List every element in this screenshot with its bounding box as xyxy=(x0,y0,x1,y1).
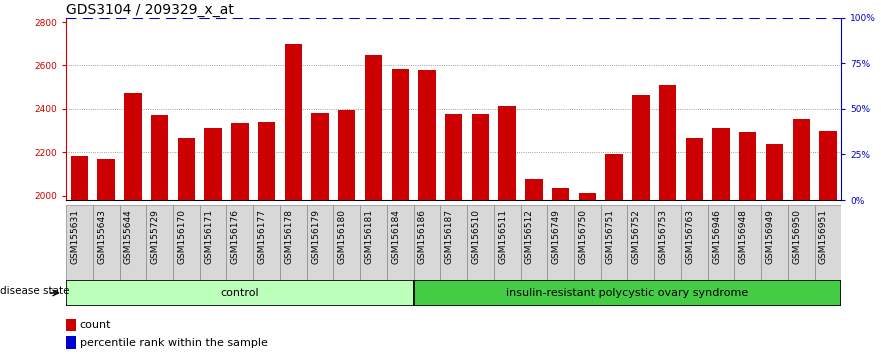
Bar xyxy=(445,114,463,354)
Text: GSM156750: GSM156750 xyxy=(579,209,588,264)
Bar xyxy=(253,205,280,280)
Bar xyxy=(66,205,93,280)
Bar xyxy=(285,44,302,354)
Bar xyxy=(574,205,601,280)
Bar xyxy=(601,205,627,280)
Bar xyxy=(440,205,467,280)
Text: GSM156181: GSM156181 xyxy=(365,209,374,264)
Bar xyxy=(418,70,436,354)
Text: GDS3104 / 209329_x_at: GDS3104 / 209329_x_at xyxy=(66,3,234,17)
Text: GSM155631: GSM155631 xyxy=(70,209,79,264)
Bar xyxy=(633,95,649,354)
Bar xyxy=(66,336,76,349)
Bar xyxy=(681,205,707,280)
Text: GSM156763: GSM156763 xyxy=(685,209,694,264)
Bar xyxy=(761,205,788,280)
Bar xyxy=(788,205,815,280)
Text: GSM156949: GSM156949 xyxy=(766,209,774,264)
Text: GSM156171: GSM156171 xyxy=(204,209,213,264)
Bar xyxy=(204,129,222,354)
Text: GSM155729: GSM155729 xyxy=(151,209,159,264)
Bar xyxy=(307,205,333,280)
Bar xyxy=(655,205,681,280)
Bar xyxy=(819,131,837,354)
Bar xyxy=(521,205,547,280)
Bar xyxy=(766,144,783,354)
Text: GSM156187: GSM156187 xyxy=(445,209,454,264)
Bar xyxy=(231,123,248,354)
Bar xyxy=(739,132,757,354)
Bar xyxy=(413,280,841,306)
Text: GSM155643: GSM155643 xyxy=(97,209,107,264)
Bar xyxy=(659,85,677,354)
Text: GSM156510: GSM156510 xyxy=(471,209,480,264)
Bar xyxy=(178,138,195,354)
Text: GSM156512: GSM156512 xyxy=(525,209,534,264)
Bar xyxy=(173,205,200,280)
Bar xyxy=(151,115,168,354)
Bar xyxy=(579,194,596,354)
Bar xyxy=(525,179,543,354)
Bar xyxy=(605,154,623,354)
Text: GSM156951: GSM156951 xyxy=(819,209,828,264)
Bar xyxy=(815,205,841,280)
Bar xyxy=(685,138,703,354)
Bar xyxy=(494,205,521,280)
Bar xyxy=(413,205,440,280)
Bar xyxy=(146,205,173,280)
Text: GSM156179: GSM156179 xyxy=(311,209,320,264)
Bar xyxy=(258,122,275,354)
Text: GSM155644: GSM155644 xyxy=(124,209,133,264)
Text: GSM156511: GSM156511 xyxy=(498,209,507,264)
Bar xyxy=(338,110,355,354)
Bar xyxy=(226,205,253,280)
Bar xyxy=(793,119,810,354)
Bar xyxy=(280,205,307,280)
Text: GSM156950: GSM156950 xyxy=(792,209,801,264)
Text: control: control xyxy=(220,288,259,298)
Text: GSM156946: GSM156946 xyxy=(712,209,721,264)
Bar xyxy=(365,55,382,354)
Bar xyxy=(124,93,142,354)
Text: GSM156948: GSM156948 xyxy=(739,209,748,264)
Text: disease state: disease state xyxy=(0,286,70,296)
Bar xyxy=(713,129,729,354)
Bar xyxy=(98,159,115,354)
Text: count: count xyxy=(79,320,111,330)
Bar xyxy=(66,319,76,331)
Text: GSM156170: GSM156170 xyxy=(177,209,187,264)
Text: GSM156177: GSM156177 xyxy=(257,209,267,264)
Text: GSM156752: GSM156752 xyxy=(632,209,640,264)
Bar xyxy=(552,188,569,354)
Text: GSM156751: GSM156751 xyxy=(605,209,614,264)
Bar xyxy=(360,205,387,280)
Text: GSM156176: GSM156176 xyxy=(231,209,240,264)
Bar xyxy=(627,205,655,280)
Text: GSM156184: GSM156184 xyxy=(391,209,400,264)
Bar xyxy=(93,205,120,280)
Text: GSM156749: GSM156749 xyxy=(552,209,560,264)
Bar xyxy=(66,280,413,306)
Bar xyxy=(707,205,735,280)
Text: insulin-resistant polycystic ovary syndrome: insulin-resistant polycystic ovary syndr… xyxy=(507,288,749,298)
Text: GSM156180: GSM156180 xyxy=(337,209,347,264)
Bar xyxy=(499,105,516,354)
Bar xyxy=(120,205,146,280)
Bar xyxy=(200,205,226,280)
Bar xyxy=(471,114,489,354)
Text: GSM156178: GSM156178 xyxy=(285,209,293,264)
Text: percentile rank within the sample: percentile rank within the sample xyxy=(79,338,268,348)
Bar xyxy=(467,205,494,280)
Text: GSM156186: GSM156186 xyxy=(418,209,427,264)
Bar xyxy=(391,69,409,354)
Bar xyxy=(547,205,574,280)
Bar xyxy=(333,205,360,280)
Bar xyxy=(735,205,761,280)
Bar xyxy=(70,155,88,354)
Text: GSM156753: GSM156753 xyxy=(659,209,668,264)
Bar xyxy=(387,205,413,280)
Bar xyxy=(311,113,329,354)
